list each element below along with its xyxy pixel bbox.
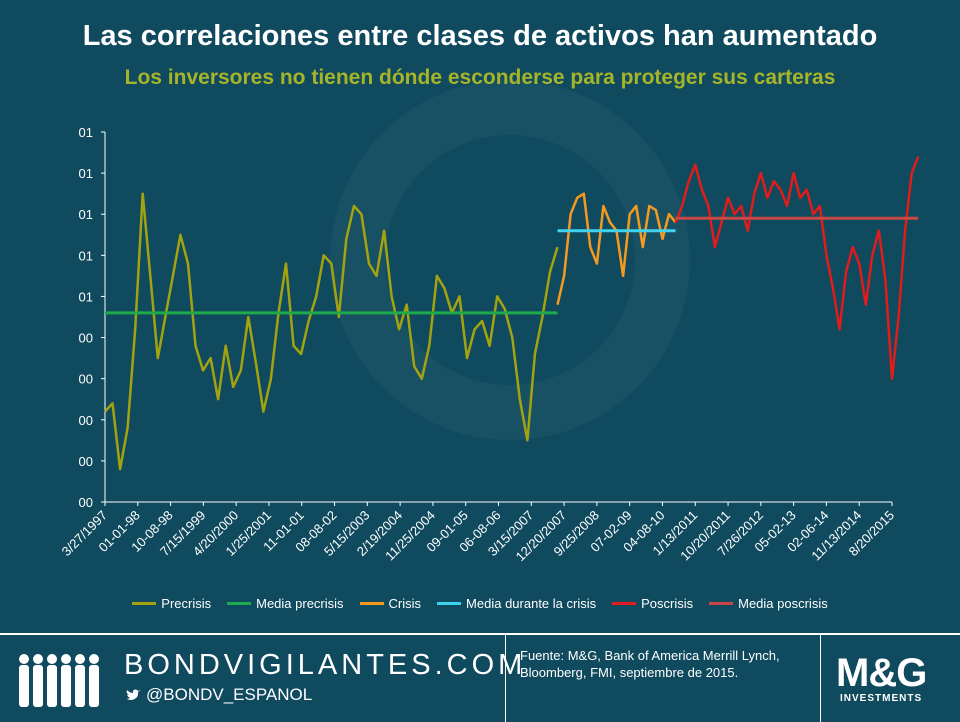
people-icon bbox=[19, 654, 99, 707]
y-tick-label: 00 bbox=[79, 372, 93, 387]
legend-label: Media poscrisis bbox=[738, 596, 828, 611]
legend-swatch bbox=[359, 602, 384, 605]
chart-subtitle: Los inversores no tienen dónde esconders… bbox=[124, 66, 836, 89]
footer: BONDVIGILANTES.COM @BONDV_ESPANOL Fuente… bbox=[0, 633, 960, 722]
brand-name: BONDVIGILANTES.COM bbox=[124, 649, 527, 681]
chart-legend: Precrisis Media precrisis Crisis Media dura… bbox=[0, 596, 960, 611]
chart-title: Las correlaciones entre clases de activo… bbox=[82, 20, 878, 52]
legend-swatch bbox=[709, 602, 734, 605]
chart-axes bbox=[104, 132, 892, 503]
legend-item: Crisis bbox=[359, 596, 422, 611]
legend-item: Media poscrisis bbox=[709, 596, 828, 611]
mg-logo: M&G INVESTMENTS bbox=[836, 651, 927, 704]
series-line-poscrisis bbox=[674, 156, 920, 380]
mg-logo-main: M&G bbox=[836, 651, 927, 695]
y-tick-label: 00 bbox=[79, 495, 93, 510]
y-axis-ticks: 00 00 00 00 00 01 01 01 01 01 bbox=[79, 125, 105, 510]
twitter-handle-text: @BONDV_ESPANOL bbox=[146, 685, 313, 704]
footer-divider bbox=[505, 635, 506, 722]
source-note: Fuente: M&G, Bank of America Merrill Lyn… bbox=[520, 648, 780, 680]
legend-swatch bbox=[612, 602, 637, 605]
legend-item: Poscrisis bbox=[612, 596, 693, 611]
legend-item: Precrisis bbox=[132, 596, 211, 611]
x-axis-ticks: 3/27/199701-01-9810-08-987/15/19994/20/2… bbox=[59, 502, 897, 564]
series-line-crisis bbox=[556, 192, 677, 305]
legend-swatch bbox=[437, 602, 462, 605]
legend-item: Media precrisis bbox=[227, 596, 344, 611]
y-tick-label: 01 bbox=[79, 248, 93, 263]
y-tick-label: 01 bbox=[79, 289, 93, 304]
legend-swatch bbox=[132, 602, 157, 605]
y-tick-label: 01 bbox=[79, 125, 93, 140]
mg-logo-sub: INVESTMENTS bbox=[840, 693, 923, 704]
legend-label: Media precrisis bbox=[256, 596, 344, 611]
y-tick-label: 00 bbox=[79, 413, 93, 428]
twitter-icon bbox=[126, 689, 141, 700]
footer-divider bbox=[820, 635, 821, 722]
twitter-handle[interactable]: @BONDV_ESPANOL bbox=[126, 685, 312, 705]
legend-label: Poscrisis bbox=[641, 596, 694, 611]
legend-item: Media durante la crisis bbox=[437, 596, 596, 611]
chart-series bbox=[104, 156, 920, 471]
legend-label: Crisis bbox=[388, 596, 422, 611]
line-chart: 00 00 00 00 00 01 01 01 01 01 3/27/199701-01-9810… bbox=[59, 125, 920, 564]
legend-label: Media durante la crisis bbox=[466, 596, 597, 611]
y-tick-label: 01 bbox=[79, 207, 93, 222]
y-tick-label: 00 bbox=[79, 454, 93, 469]
legend-swatch bbox=[227, 602, 252, 605]
legend-label: Precrisis bbox=[161, 596, 212, 611]
series-line-precrisis bbox=[104, 192, 559, 471]
y-tick-label: 00 bbox=[79, 331, 93, 346]
y-tick-label: 01 bbox=[79, 166, 93, 181]
